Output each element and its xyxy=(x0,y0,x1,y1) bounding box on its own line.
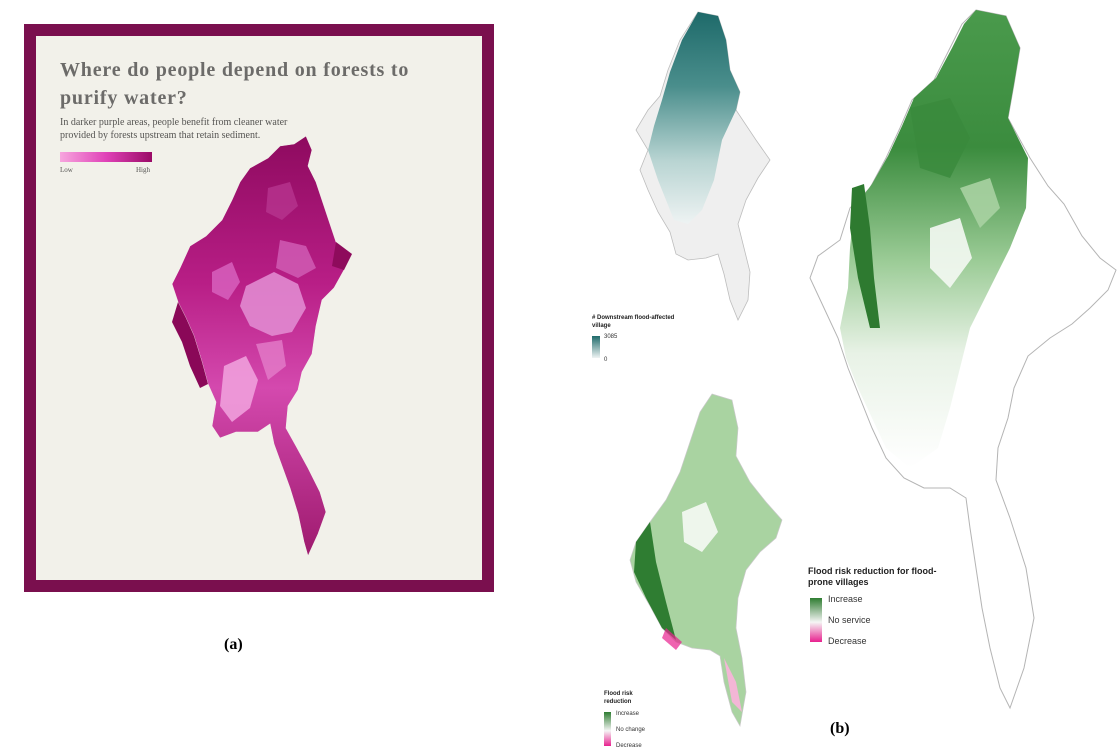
downstream-legend-bar xyxy=(592,336,600,358)
map-title: Where do people depend on forests to pur… xyxy=(60,59,410,109)
small-legend-bar xyxy=(604,712,611,746)
legend-low-label: Low xyxy=(60,166,73,174)
flood-risk-reduction-large-map xyxy=(809,9,1117,710)
small-legend-no-change: No change xyxy=(616,727,646,733)
large-legend-increase: Increase xyxy=(828,594,863,604)
panel-a-background: Where do people depend on forests to pur… xyxy=(36,36,482,580)
small-legend-increase: Increase xyxy=(616,711,640,717)
large-legend-title: Flood risk reduction for flood-prone vil… xyxy=(808,566,937,587)
downstream-villages-map xyxy=(635,11,771,321)
downstream-legend-title: # Downstream flood-affected village xyxy=(592,315,675,329)
downstream-legend-max: 3085 xyxy=(604,334,618,340)
downstream-legend-min: 0 xyxy=(604,357,608,363)
large-legend-bar xyxy=(810,598,822,642)
panel-b-caption: (b) xyxy=(830,720,850,737)
myanmar-water-purification-map xyxy=(171,135,353,557)
large-legend-decrease: Decrease xyxy=(828,636,867,646)
panel-a-frame: Where do people depend on forests to pur… xyxy=(24,24,494,592)
legend-high-label: High xyxy=(136,166,150,174)
panel-a-caption: (a) xyxy=(224,636,243,653)
map-subtitle: In darker purple areas, people benefit f… xyxy=(60,117,288,141)
color-legend-bar xyxy=(60,152,152,162)
large-legend-no-service: No service xyxy=(828,615,871,625)
flood-risk-reduction-small-map xyxy=(629,393,783,728)
small-legend-title: Flood risk reduction xyxy=(604,691,633,705)
small-legend-decrease: Decrease xyxy=(616,743,642,749)
